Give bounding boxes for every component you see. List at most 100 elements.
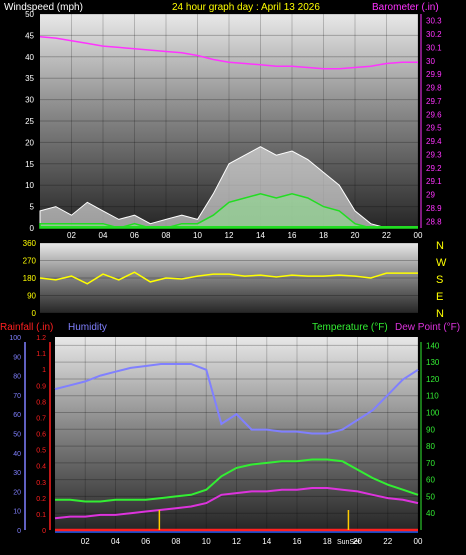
baro-y-tick-label: 30.1: [426, 43, 442, 52]
baro-y-tick-label: 29.5: [426, 124, 442, 133]
rain-tick-label: 0.1: [36, 512, 46, 519]
temp-x-tick-label: 20: [353, 537, 362, 546]
humidity-tick-label: 10: [13, 509, 21, 516]
temp-tick-label: 140: [426, 341, 440, 350]
humidity-tick-label: 60: [13, 412, 21, 419]
wind-x-tick-label: 02: [67, 231, 76, 240]
baro-y-ticks: 28.8 28.9 29 29.1 29.2 29.3 29.4 29.5 29.6 29.7 29…: [420, 14, 442, 228]
direction-plot-area: [40, 243, 418, 313]
wind-x-tick-label: 12: [225, 231, 234, 240]
temp-side-axes: [24, 342, 422, 533]
rain-tick-label: 1: [42, 367, 46, 374]
temp-tick-label: 40: [426, 509, 435, 518]
wind-y-tick-label: 15: [25, 160, 34, 169]
temp-x-ticks: 02 04 06 08 10 12 14 16 18 20 22 00: [81, 537, 423, 546]
wind-x-tick-label: 20: [351, 231, 360, 240]
humidity-tick-label: 50: [13, 432, 21, 439]
direction-y-tick-label: 180: [23, 274, 37, 283]
baro-y-tick-label: 29.3: [426, 150, 442, 159]
wind-y-tick-label: 50: [25, 10, 34, 19]
temperature-label: Temperature (°F): [312, 322, 388, 333]
rain-tick-label: 0.8: [36, 399, 46, 406]
direction-y-tick-label: 0: [32, 309, 37, 318]
rain-tick-label: 0.4: [36, 464, 46, 471]
humidity-tick-label: 20: [13, 489, 21, 496]
rain-tick-label: 0: [42, 528, 46, 535]
chart-title: 24 hour graph day : April 13 2026: [172, 2, 320, 13]
temp-tick-label: 100: [426, 409, 440, 418]
compass-n-top: N: [436, 240, 444, 252]
temp-x-tick-label: 16: [293, 537, 302, 546]
humidity-tick-label: 30: [13, 470, 21, 477]
rainfall-label: Rainfall (.in): [0, 322, 53, 333]
direction-y-tick-label: 270: [23, 257, 37, 266]
rain-tick-label: 0.2: [36, 496, 46, 503]
temp-x-tick-label: 18: [323, 537, 332, 546]
wind-x-tick-label: 00: [414, 231, 423, 240]
baro-y-tick-label: 29.9: [426, 70, 442, 79]
temp-x-tick-label: 14: [262, 537, 271, 546]
temp-plot-area: [55, 337, 418, 530]
temp-tick-label: 130: [426, 358, 440, 367]
baro-y-tick-label: 29: [426, 191, 435, 200]
wind-y-tick-label: 10: [25, 181, 34, 190]
direction-series: [39, 271, 418, 285]
temp-tick-label: 110: [426, 392, 439, 401]
wind-direction-line: [39, 271, 418, 285]
wind-y-tick-label: 35: [25, 74, 34, 83]
humidity-tick-label: 80: [13, 374, 21, 381]
compass-labels: N W S E N: [436, 240, 447, 320]
rain-tick-label: 0.6: [36, 432, 46, 439]
baro-y-tick-label: 30: [426, 57, 435, 66]
rain-ticks: 0 0.1 0.2 0.3 0.4 0.5 0.6 0.7 0.8 0.9 1 1.1 1.2: [36, 335, 46, 535]
rain-tick-label: 0.5: [36, 448, 46, 455]
wind-x-tick-label: 22: [382, 231, 391, 240]
wind-y-tick-label: 45: [25, 31, 34, 40]
barometer-line: [39, 35, 418, 70]
rain-tick-label: 1.2: [36, 335, 46, 342]
temp-x-tick-label: 06: [141, 537, 150, 546]
temp-x-tick-label: 12: [232, 537, 241, 546]
temperature-line: [55, 458, 419, 503]
baro-y-tick-label: 29.1: [426, 177, 442, 186]
baro-y-tick-label: 28.9: [426, 204, 442, 213]
direction-y-tick-label: 90: [27, 292, 36, 301]
rain-tick-label: 1.1: [36, 351, 46, 358]
wind-y-tick-label: 30: [25, 96, 34, 105]
baro-y-tick-label: 28.8: [426, 217, 442, 226]
wind-y-tick-label: 25: [25, 117, 34, 126]
humidity-label: Humidity: [68, 322, 107, 333]
humidity-tick-label: 90: [13, 354, 21, 361]
wind-y-tick-label: 0: [30, 224, 35, 233]
baro-y-tick-label: 29.6: [426, 110, 442, 119]
dewpoint-label: Dew Point (°F): [395, 322, 460, 333]
temp-tick-label: 50: [426, 492, 435, 501]
baro-y-tick-label: 30.3: [426, 17, 442, 26]
temp-x-tick-label: 02: [81, 537, 90, 546]
humidity-tick-label: 100: [9, 335, 21, 342]
temp-tick-label: 60: [426, 476, 435, 485]
temp-x-tick-label: 22: [383, 537, 392, 546]
compass-e: E: [436, 291, 443, 303]
compass-n-bottom: N: [436, 308, 444, 320]
temp-tick-label: 80: [426, 442, 435, 451]
wind-y-tick-label: 20: [25, 138, 34, 147]
temp-x-tick-label: 10: [202, 537, 211, 546]
humidity-ticks: 0 10 20 30 40 50 60 70 80 90 100: [9, 335, 21, 535]
wind-y-tick-label: 5: [30, 203, 35, 212]
baro-y-tick-label: 29.2: [426, 164, 442, 173]
sunset-label: SunSet: [337, 539, 360, 546]
baro-y-tick-label: 29.7: [426, 97, 442, 106]
wind-y-ticks: 0 5 10 15 20 25 30 35 40 45 50: [25, 10, 34, 233]
rain-tick-label: 0.9: [36, 383, 46, 390]
humidity-tick-label: 40: [13, 451, 21, 458]
temp-x-tick-label: 00: [414, 537, 423, 546]
wind-x-tick-label: 16: [288, 231, 297, 240]
sun-markers: SunSet: [158, 510, 360, 546]
temp-x-tick-label: 04: [111, 537, 120, 546]
wind-x-ticks: 02 04 06 08 10 12 14 16 18 20 22 00: [67, 231, 423, 240]
compass-w: W: [436, 257, 447, 269]
rain-tick-label: 0.3: [36, 480, 46, 487]
wind-x-tick-label: 10: [193, 231, 202, 240]
